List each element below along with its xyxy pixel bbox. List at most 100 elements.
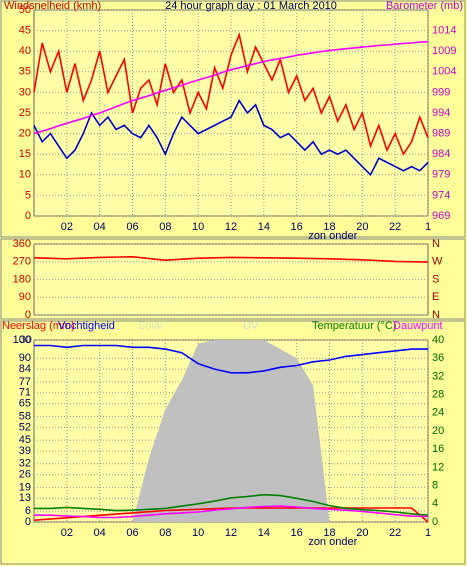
legend-entry: Solar: [138, 320, 164, 332]
x-tick-label: 06: [126, 527, 138, 539]
y2-tick-label: W: [432, 256, 443, 268]
y-tick-label: 35: [19, 66, 31, 78]
y-tick-label: 100: [13, 334, 31, 346]
y2-tick-label: 12: [432, 461, 444, 473]
y-tick-label: 20: [19, 128, 31, 140]
y-tick-label: 90: [19, 291, 31, 303]
y-tick-label: 40: [19, 45, 31, 57]
y2-tick-label: 1014: [432, 25, 456, 37]
panel-frame: [0, 238, 466, 320]
x-tick-label: 14: [258, 527, 270, 539]
series-line: [34, 493, 429, 516]
x-tick-label: 08: [159, 527, 171, 539]
series-line: [34, 505, 429, 519]
x-tick-label: 1: [425, 527, 431, 539]
series-line: [33, 99, 429, 177]
series-line: [33, 31, 429, 156]
y2-tick-label: 8: [432, 480, 438, 492]
y-tick-label: 270: [13, 256, 31, 268]
x-tick-label: 04: [94, 527, 106, 539]
x-tick-label: 02: [61, 527, 73, 539]
y-tick-label: 15: [19, 148, 31, 160]
x-tick-label: 10: [192, 221, 204, 233]
y-axis-label: Windsnelheid (kmh): [4, 0, 101, 12]
legend-entry: Dauwpunt: [393, 320, 443, 332]
y2-tick-label: 1004: [432, 66, 456, 78]
y2-tick-label: 16: [432, 443, 444, 455]
y-tick-label: 71: [19, 387, 31, 399]
y2-tick-label: 989: [432, 128, 450, 140]
x-tick-label: 22: [389, 221, 401, 233]
uv-label: UV: [243, 320, 259, 332]
annotation: zon onder: [308, 230, 357, 242]
y-tick-label: 6: [25, 505, 31, 517]
x-tick-label: 18: [323, 221, 335, 233]
x-tick-label: 22: [389, 527, 401, 539]
y2-tick-label: 1009: [432, 45, 456, 57]
y2-tick-label: 999: [432, 86, 450, 98]
legend-entry: Vochtigheid: [58, 320, 115, 332]
y2-tick-label: 0: [432, 516, 438, 528]
x-tick-label: 06: [126, 221, 138, 233]
y2-axis-label: Barometer (mb): [386, 0, 463, 12]
area: [34, 340, 428, 522]
x-tick-label: 02: [61, 221, 73, 233]
x-tick-label: 12: [225, 221, 237, 233]
y-tick-label: 84: [19, 363, 31, 375]
y-tick-label: 0: [25, 309, 31, 321]
y-tick-label: 360: [13, 238, 31, 250]
x-tick-label: 20: [356, 527, 368, 539]
y-tick-label: 26: [19, 469, 31, 481]
y3-tick-label: 30: [20, 334, 32, 346]
annotation: zon onder: [308, 536, 357, 548]
y-tick-label: 13: [19, 492, 31, 504]
y-tick-label: 30: [19, 86, 31, 98]
x-tick-label: 16: [291, 527, 303, 539]
x-tick-label: 18: [323, 527, 335, 539]
series-line: [34, 344, 428, 374]
chart-title: 24 hour graph day : 01 March 2010: [165, 0, 337, 12]
legend-entry: Temperatuur (°C): [312, 320, 396, 332]
y2-tick-label: 24: [432, 407, 444, 419]
x-tick-label: 08: [159, 221, 171, 233]
plot-area: [33, 243, 429, 316]
y-tick-label: 180: [13, 273, 31, 285]
x-tick-label: 14: [258, 221, 270, 233]
x-tick-label: 1: [425, 221, 431, 233]
y2-tick-label: 36: [432, 352, 444, 364]
panel-frame: [0, 320, 466, 565]
x-tick-label: 16: [291, 221, 303, 233]
y2-tick-label: 28: [432, 389, 444, 401]
x-tick-label: 20: [356, 221, 368, 233]
y2-tick-label: E: [432, 291, 439, 303]
series-line: [33, 40, 429, 135]
y-tick-label: 45: [19, 434, 31, 446]
y-tick-label: 5: [25, 189, 31, 201]
x-tick-label: 04: [94, 221, 106, 233]
y-tick-label: 90: [19, 352, 31, 364]
x-tick-label: 12: [225, 527, 237, 539]
y2-tick-label: 40: [432, 334, 444, 346]
y2-tick-label: 979: [432, 169, 450, 181]
y2-tick-label: 994: [432, 107, 450, 119]
y-tick-label: 65: [19, 398, 31, 410]
y-tick-label: 77: [19, 376, 31, 388]
y2-tick-label: N: [432, 309, 440, 321]
y2-tick-label: N: [432, 238, 440, 250]
y-tick-label: 52: [19, 421, 31, 433]
y-tick-label: 0: [25, 516, 31, 528]
y2-tick-label: 20: [432, 425, 444, 437]
y2-tick-label: S: [432, 273, 439, 285]
y-tick-label: 45: [19, 25, 31, 37]
series-line: [33, 255, 429, 263]
y-tick-label: 10: [19, 169, 31, 181]
y2-tick-label: 984: [432, 148, 450, 160]
y-tick-label: 0: [25, 210, 31, 222]
y-tick-label: 32: [19, 458, 31, 470]
y-tick-label: 25: [19, 107, 31, 119]
y2-tick-label: 4: [432, 498, 438, 510]
legend-entry: Neerslag (mm): [2, 320, 75, 332]
y2-tick-label: 32: [432, 370, 444, 382]
y2-tick-label: 969: [432, 210, 450, 222]
